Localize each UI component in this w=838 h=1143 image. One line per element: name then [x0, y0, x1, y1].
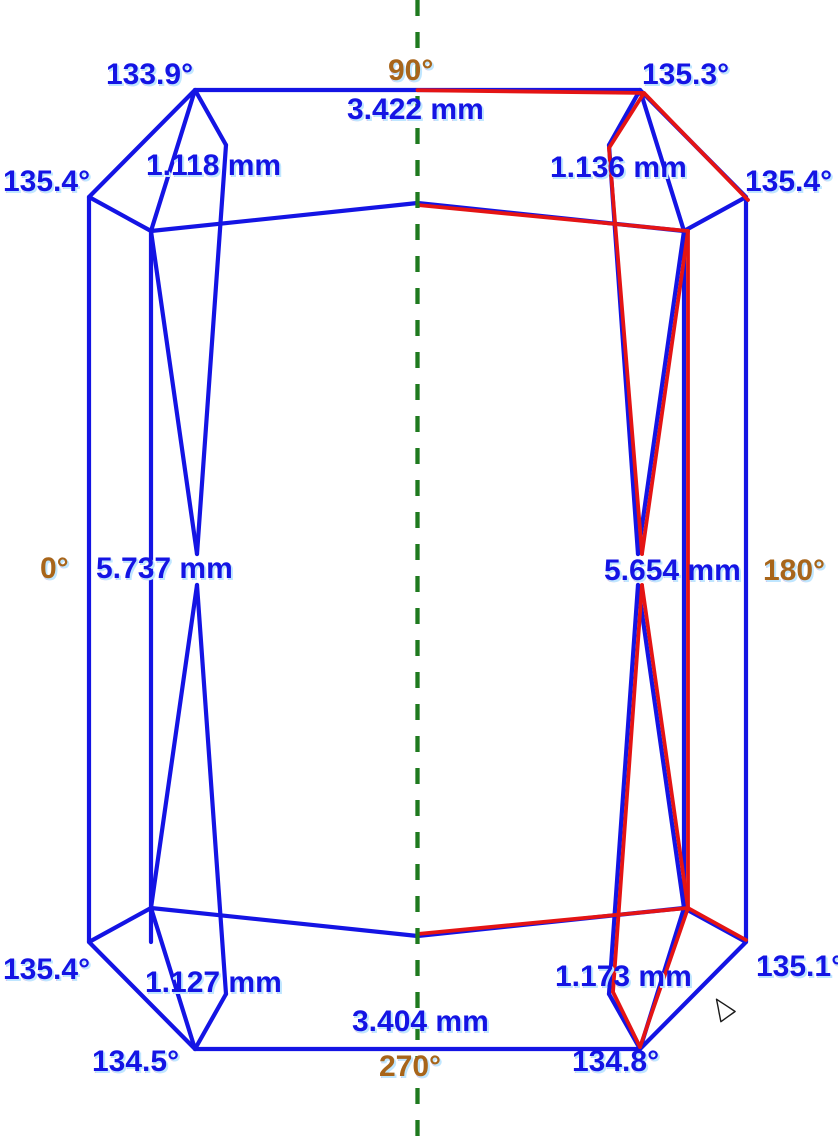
svg-text:135.4°: 135.4°: [745, 165, 832, 198]
svg-text:135.3°: 135.3°: [642, 58, 729, 91]
svg-text:1.173 mm: 1.173 mm: [555, 960, 692, 993]
svg-text:180°: 180°: [763, 554, 825, 587]
svg-text:1.136 mm: 1.136 mm: [550, 151, 687, 184]
svg-text:90°: 90°: [388, 54, 433, 87]
svg-text:270°: 270°: [379, 1050, 441, 1083]
svg-text:135.4°: 135.4°: [3, 953, 90, 986]
svg-text:3.422 mm: 3.422 mm: [347, 93, 484, 126]
svg-text:5.737 mm: 5.737 mm: [96, 552, 233, 585]
svg-text:1.118 mm: 1.118 mm: [146, 149, 281, 182]
svg-text:133.9°: 133.9°: [106, 58, 193, 91]
svg-text:135.4°: 135.4°: [3, 165, 90, 198]
svg-text:5.654 mm: 5.654 mm: [604, 554, 741, 587]
svg-text:1.127 mm: 1.127 mm: [145, 966, 282, 999]
svg-text:135.1°: 135.1°: [756, 950, 838, 983]
svg-text:134.8°: 134.8°: [572, 1045, 659, 1078]
svg-text:134.5°: 134.5°: [92, 1045, 179, 1078]
svg-text:3.404 mm: 3.404 mm: [352, 1005, 489, 1038]
svg-text:0°: 0°: [40, 552, 69, 585]
